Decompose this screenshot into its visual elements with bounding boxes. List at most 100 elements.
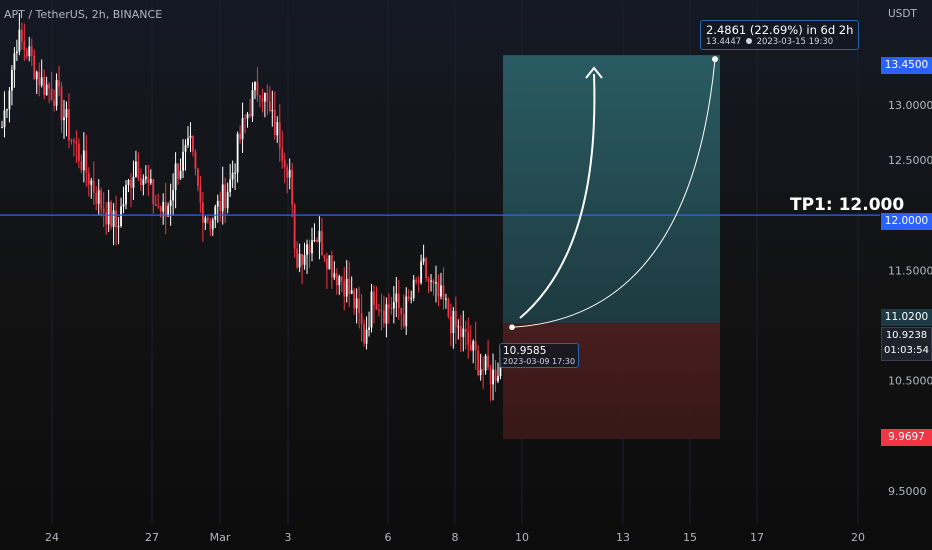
clock-icon <box>745 38 752 44</box>
candle-body <box>187 138 189 146</box>
candle-body <box>144 176 147 180</box>
candle-body <box>214 206 217 220</box>
candle-body <box>177 163 179 179</box>
candle-body <box>159 206 162 212</box>
target-change-text: 2.4861 (22.69%) in 6d 2h <box>706 23 854 37</box>
candle-body <box>169 200 172 206</box>
candle-body <box>92 180 95 193</box>
candle-body <box>273 109 276 136</box>
candle-body <box>261 97 264 102</box>
candle-body <box>338 276 341 286</box>
x-tick-label: Mar <box>210 531 231 544</box>
target-date-text: 2023-03-15 19:30 <box>756 37 834 47</box>
x-tick-label: 24 <box>45 531 59 544</box>
candle-body <box>164 201 167 217</box>
candle-body <box>117 226 120 228</box>
candle-body <box>239 133 241 140</box>
candle-body <box>77 143 80 162</box>
candle-body <box>107 201 110 225</box>
candle-body <box>28 46 31 57</box>
candle-body <box>440 285 442 297</box>
candle-body <box>75 141 78 144</box>
candle-body <box>167 205 170 217</box>
candle-body <box>122 204 125 207</box>
candle-body <box>135 161 137 177</box>
candle-body <box>313 239 316 241</box>
candle-body <box>73 140 75 142</box>
candle-body <box>18 29 21 52</box>
candle-body <box>204 217 207 223</box>
x-tick-label: 8 <box>452 531 459 544</box>
candle-body <box>487 355 489 368</box>
candle-body <box>50 88 53 101</box>
symbol-title: APT / TetherUS, 2h, BINANCE <box>4 8 163 21</box>
last-price-text: 10.9238 <box>885 330 928 341</box>
candle-body <box>90 180 93 185</box>
candle-body <box>137 161 140 179</box>
last-price-tag: 10.9238 01:03:54 <box>881 327 932 361</box>
candle-body <box>13 53 16 70</box>
candle-body <box>492 369 494 385</box>
candle-body <box>464 328 467 332</box>
candle-body <box>370 291 373 328</box>
candle-body <box>100 190 103 209</box>
candle-body <box>152 178 155 204</box>
candle-body <box>8 90 11 110</box>
candle-body <box>308 244 311 254</box>
candle-body <box>452 310 455 334</box>
candle-body <box>268 101 271 111</box>
candle-body <box>142 179 145 185</box>
candle-body <box>474 341 477 351</box>
candles-layer <box>1 13 502 402</box>
candle-body <box>343 281 346 297</box>
candle-body <box>454 310 457 327</box>
candle-body <box>392 302 395 309</box>
candle-body <box>298 253 301 268</box>
candle-body <box>449 316 452 334</box>
candle-body <box>192 135 194 152</box>
candle-body <box>226 191 229 209</box>
candle-body <box>82 150 85 171</box>
candle-body <box>412 279 415 298</box>
candle-body <box>350 290 353 294</box>
position-zones <box>503 55 720 440</box>
candle-body <box>125 185 127 205</box>
candle-body <box>1 127 3 129</box>
candle-body <box>283 160 286 168</box>
candle-body <box>231 172 234 180</box>
candle-body <box>316 239 318 243</box>
candle-body <box>397 293 400 309</box>
candle-body <box>400 308 403 315</box>
candle-body <box>410 297 413 299</box>
candle-body <box>469 344 472 351</box>
candle-body <box>355 298 358 309</box>
entry-info-box[interactable]: 10.9585 2023-03-09 17:30 <box>499 343 580 368</box>
candle-body <box>286 167 289 178</box>
candle-body <box>321 230 323 256</box>
candle-body <box>70 140 73 142</box>
candle-body <box>288 169 291 178</box>
candle-body <box>291 169 294 205</box>
candle-body <box>87 172 90 185</box>
profit-zone <box>503 55 720 324</box>
candle-body <box>48 84 51 89</box>
candle-body <box>281 148 284 161</box>
candle-body <box>68 109 70 141</box>
y-tick-label: 13.0000 <box>888 99 932 112</box>
candle-body <box>102 208 105 213</box>
candle-body <box>462 328 465 338</box>
candle-body <box>459 326 462 338</box>
candle-body <box>425 258 427 279</box>
candle-body <box>311 240 313 254</box>
candle-body <box>182 151 184 171</box>
arrow-curve <box>519 73 596 319</box>
candle-body <box>340 276 343 282</box>
target-info-box[interactable]: 2.4861 (22.69%) in 6d 2h 13.4447 2023-03… <box>700 20 860 50</box>
candle-body <box>40 77 43 86</box>
candle-body <box>139 178 142 185</box>
candle-body <box>266 92 269 102</box>
candle-body <box>499 361 502 377</box>
candle-body <box>23 41 26 50</box>
